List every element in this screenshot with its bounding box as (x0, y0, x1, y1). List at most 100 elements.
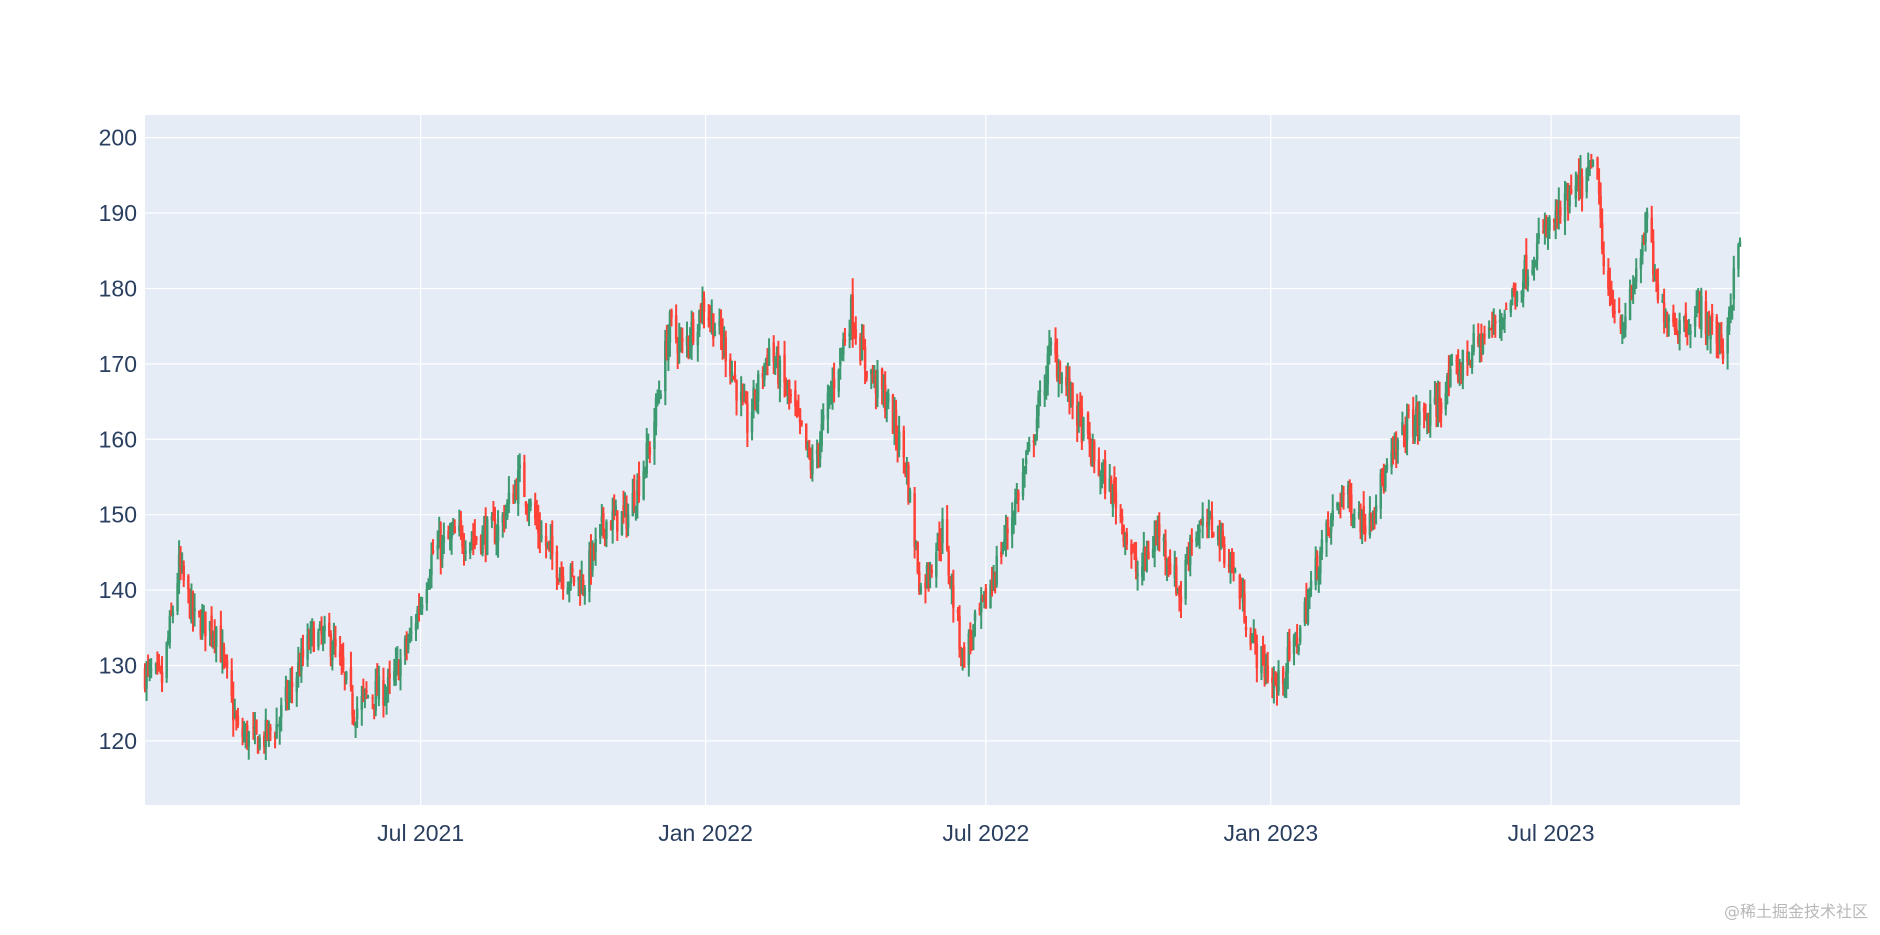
candle-body (464, 550, 467, 554)
candle-body (678, 337, 681, 350)
candle-body (1314, 558, 1317, 586)
candle-body (1390, 452, 1393, 468)
candle-body (538, 527, 542, 542)
candle-body (1308, 590, 1311, 599)
candle-body (485, 519, 489, 555)
candle-body (778, 359, 782, 388)
candle-body (1342, 493, 1345, 495)
candle-body (1446, 375, 1449, 396)
candle-body (739, 391, 743, 401)
candle-body (938, 536, 941, 549)
candle-body (687, 337, 690, 346)
candle-body (307, 638, 311, 647)
candle-body (1696, 303, 1700, 309)
candle-body (1537, 233, 1540, 239)
candle-body (1520, 292, 1523, 294)
candle-body (820, 424, 823, 446)
candle-body (1429, 404, 1432, 426)
candle-body (1621, 329, 1624, 331)
candle-body (1673, 325, 1677, 331)
candle-body (822, 414, 825, 421)
candle-body (366, 695, 370, 698)
candle-body (777, 353, 780, 384)
candle-body (1254, 631, 1257, 643)
candle-body (1297, 644, 1300, 652)
candle-body (1381, 472, 1384, 483)
candle-body (1119, 514, 1122, 517)
candle-body (245, 725, 249, 747)
candle-body (1068, 378, 1071, 402)
candle-body (614, 505, 617, 516)
candle-body (385, 690, 388, 701)
candle-body (935, 552, 938, 577)
candle-body (1219, 525, 1223, 549)
candle-body (1458, 371, 1461, 377)
candle-body (235, 718, 238, 722)
candle-body (1102, 465, 1105, 471)
candle-body (1492, 319, 1496, 330)
candle-body (540, 535, 543, 540)
candle-body (1427, 420, 1430, 427)
candle-body (984, 588, 988, 609)
candle-body (808, 449, 811, 456)
candle-body (1732, 267, 1736, 300)
candle-body (1642, 237, 1646, 243)
candle-body (1710, 313, 1714, 322)
candle-body (1295, 637, 1299, 648)
candle-body (1617, 309, 1621, 313)
candle-body (232, 698, 235, 721)
candle-body (544, 535, 548, 546)
candle-body (262, 735, 266, 747)
candle-body (1133, 548, 1136, 554)
candle-body (159, 668, 162, 670)
candle-body (664, 340, 667, 392)
candle-body (1731, 305, 1734, 307)
candles (143, 152, 1742, 761)
candle-body (156, 662, 159, 666)
candle-body (1230, 555, 1234, 573)
x-axis-ticks: Jul 2021 Jan 2022 Jul 2022 Jan 2023 Jul 2023 (377, 820, 1594, 846)
candle-body (817, 444, 820, 455)
candle-body (1320, 539, 1324, 554)
candle-body (273, 736, 277, 738)
watermark: @稀土掘金技术社区 (1723, 902, 1868, 921)
candle-body (365, 690, 368, 693)
candle-body (852, 331, 856, 334)
candle-body (1546, 226, 1550, 239)
candle-body (569, 565, 573, 584)
candle-body (1196, 538, 1200, 541)
candle-body (1045, 380, 1048, 386)
candle-body (180, 564, 184, 570)
candle-body (930, 569, 933, 574)
x-tick-label: Jul 2023 (1508, 820, 1595, 846)
candle-body (1199, 523, 1203, 525)
candle-body (806, 443, 810, 448)
candle-body (600, 516, 604, 522)
candle-body (1229, 559, 1232, 571)
candle-body (1535, 242, 1539, 261)
candle-body (1631, 290, 1635, 293)
y-tick-label: 160 (99, 426, 137, 452)
candle-body (1142, 548, 1146, 567)
candle-body (286, 687, 289, 703)
candle-body (1244, 627, 1248, 631)
candle-body (1003, 539, 1006, 543)
candle-body (1024, 458, 1028, 464)
candle-body (707, 317, 710, 321)
candle-body (1729, 306, 1732, 313)
candle-body (1103, 460, 1107, 494)
candle-body (1049, 342, 1053, 345)
candle-body (1331, 510, 1334, 521)
candle-body (1591, 160, 1595, 167)
candle-body (611, 511, 614, 530)
candle-body (472, 537, 475, 540)
candle-body (154, 664, 158, 666)
candle-body (969, 637, 972, 641)
candle-body (851, 294, 854, 332)
candle-body (594, 538, 597, 553)
candle-body (1012, 518, 1015, 520)
candle-body (1610, 296, 1613, 299)
candle-body (1500, 319, 1503, 325)
candle-body (1249, 633, 1252, 646)
candle-body (407, 642, 410, 650)
